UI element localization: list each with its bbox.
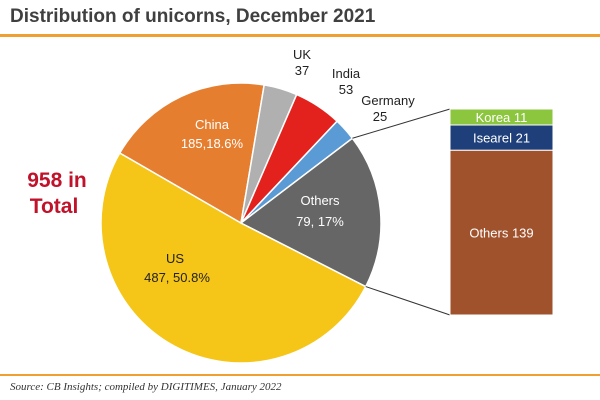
breakdown-label-others-rest: Others 139: [469, 226, 533, 241]
chart-title: Distribution of unicorns, December 2021: [10, 6, 376, 27]
slice-label-india-value: 53: [339, 82, 353, 97]
pie-slice-others: [239, 137, 382, 288]
pie-slice-china: [118, 82, 266, 225]
slice-label-china-name: China: [195, 117, 230, 132]
slice-label-germany-name: Germany: [361, 93, 415, 108]
title-divider: [0, 34, 600, 37]
pie-slice-us: [100, 151, 367, 364]
footer-divider: [0, 374, 600, 376]
breakdown-segment-israel: [449, 124, 554, 151]
slice-labels: US 487, 50.8% China 185,18.6% Others 79, 17% U…: [27, 47, 415, 285]
breakdown-label-korea: Korea 11: [476, 110, 528, 125]
breakdown-bar: Korea 11 Isearel 21 Others 139: [449, 108, 554, 316]
connector-bottom: [365, 286, 451, 316]
breakdown-segment-others-rest: [449, 149, 554, 316]
slice-label-us-name: US: [166, 251, 184, 266]
pie-slices: [100, 82, 382, 364]
total-label-line1: 958 in: [27, 169, 87, 192]
breakdown-connectors: [352, 108, 451, 316]
slice-label-others-value: 79, 17%: [296, 214, 344, 229]
slice-label-germany-value: 25: [373, 109, 387, 124]
slice-label-uk-name: UK: [293, 47, 311, 62]
connector-top: [352, 108, 451, 139]
source-note: Source: CB Insights; compiled by DIGITIM…: [10, 381, 282, 393]
slice-label-others-name: Others: [300, 193, 340, 208]
total-label-line2: Total: [30, 195, 79, 218]
slice-label-us-value: 487, 50.8%: [144, 270, 210, 285]
slice-label-uk-value: 37: [295, 63, 309, 78]
slice-label-india-name: India: [332, 66, 361, 81]
slice-label-china-value: 185,18.6%: [181, 136, 244, 151]
breakdown-label-israel: Isearel 21: [473, 131, 530, 146]
